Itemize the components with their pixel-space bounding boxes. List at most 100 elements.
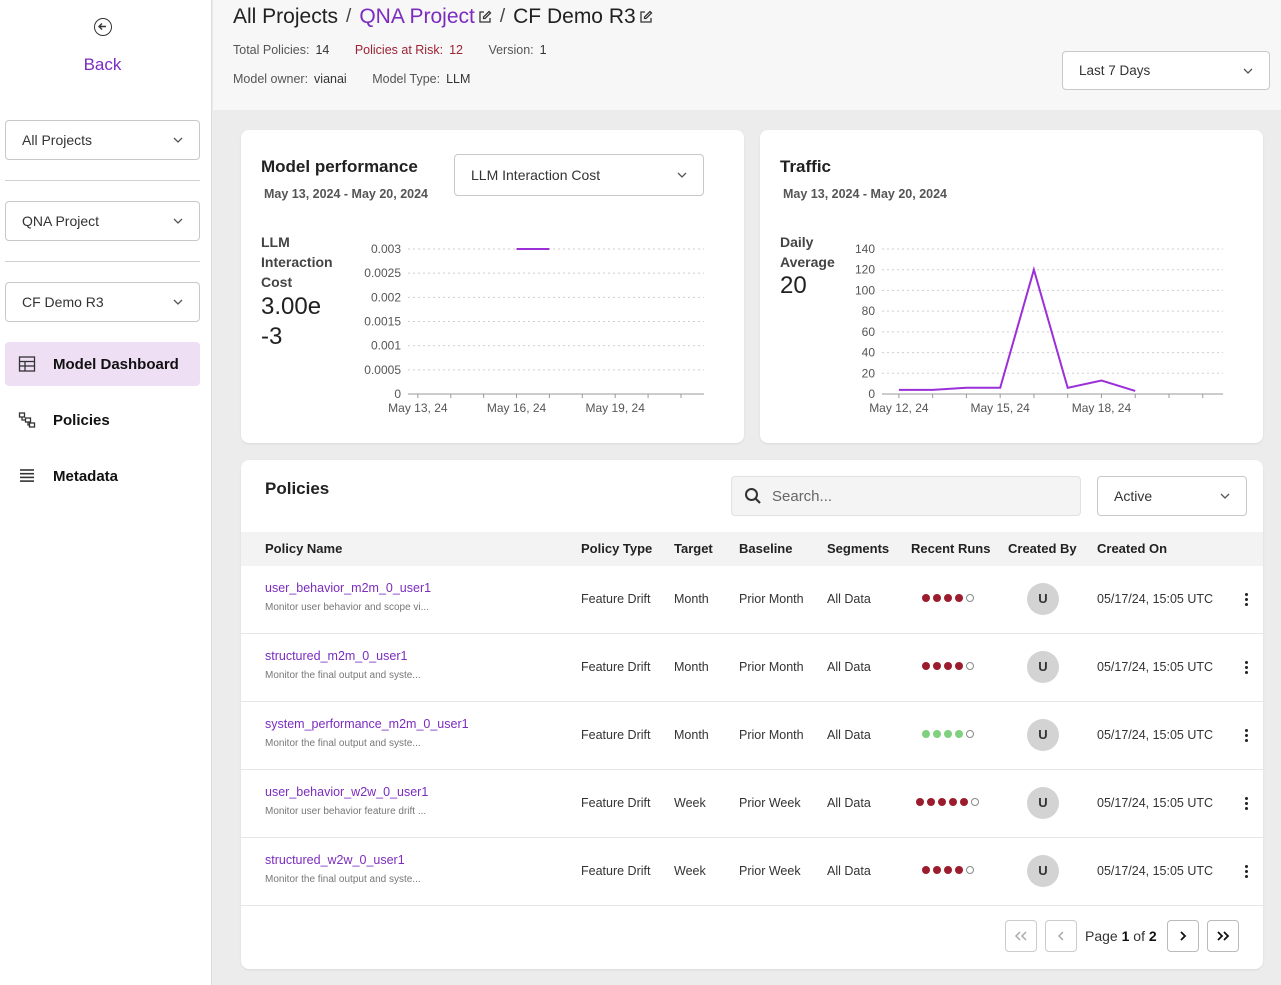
row-menu-icon[interactable] — [1239, 727, 1253, 745]
edit-icon[interactable] — [478, 10, 492, 24]
avatar[interactable]: U — [1027, 719, 1059, 751]
row-menu-icon[interactable] — [1239, 659, 1253, 677]
nav-policies[interactable]: Policies — [5, 398, 200, 442]
run-status-fail[interactable] — [921, 594, 930, 602]
policy-baseline: Prior Month — [739, 592, 804, 606]
run-status-fail[interactable] — [938, 798, 946, 806]
run-status-fail[interactable] — [954, 866, 963, 874]
run-status-fail[interactable] — [932, 866, 941, 874]
column-header[interactable]: Baseline — [739, 541, 793, 556]
crumb-all-projects[interactable]: All Projects — [233, 5, 339, 28]
edit-icon[interactable] — [639, 10, 653, 24]
back-arrow-icon — [93, 18, 112, 36]
run-status-fail[interactable] — [943, 594, 952, 602]
run-status-pass[interactable] — [932, 730, 941, 738]
run-status-pass[interactable] — [921, 730, 930, 738]
column-header[interactable]: Policy Type — [581, 541, 653, 556]
first-page-button[interactable] — [1005, 920, 1037, 952]
model-type-value: LLM — [446, 72, 471, 86]
row-menu-icon[interactable] — [1239, 795, 1253, 813]
nav-label: Policies — [53, 411, 110, 429]
run-status-empty[interactable] — [965, 730, 974, 738]
table-row[interactable]: system_performance_m2m_0_user1 Monitor th… — [241, 702, 1263, 770]
sidebar: Back All Projects QNA Project CF Demo R3… — [0, 0, 212, 985]
next-page-button[interactable] — [1167, 920, 1199, 952]
policy-name-link[interactable]: system_performance_m2m_0_user1 — [265, 717, 469, 731]
avatar[interactable]: U — [1027, 787, 1059, 819]
avatar[interactable]: U — [1027, 855, 1059, 887]
row-menu-icon[interactable] — [1239, 863, 1253, 881]
search-input[interactable] — [772, 487, 1062, 505]
row-menu-icon[interactable] — [1239, 591, 1253, 609]
column-header[interactable]: Created By — [1008, 541, 1077, 556]
kpi-value: 3.00e -3 — [261, 292, 321, 352]
metric-select[interactable]: LLM Interaction Cost — [454, 154, 704, 196]
policy-type: Feature Drift — [581, 592, 651, 606]
run-status-empty[interactable] — [965, 662, 974, 670]
model-info: Model owner: vianai Model Type: LLM — [233, 72, 492, 86]
table-row[interactable]: user_behavior_w2w_0_user1 Monitor user be… — [241, 770, 1263, 838]
policies-icon — [18, 412, 36, 428]
policy-segments: All Data — [827, 796, 871, 810]
run-status-empty[interactable] — [965, 594, 974, 602]
prev-page-button[interactable] — [1045, 920, 1077, 952]
column-header[interactable]: Created On — [1097, 541, 1168, 556]
policy-baseline: Prior Month — [739, 660, 804, 674]
total-policies-label: Total Policies: — [233, 43, 310, 57]
model-select[interactable]: CF Demo R3 — [5, 282, 200, 322]
policy-segments: All Data — [827, 864, 871, 878]
policy-name-link[interactable]: structured_m2m_0_user1 — [265, 649, 408, 663]
run-status-pass[interactable] — [943, 730, 952, 738]
run-status-fail[interactable] — [921, 662, 930, 670]
run-status-fail[interactable] — [943, 866, 952, 874]
run-status-fail[interactable] — [932, 662, 941, 670]
table-row[interactable]: structured_m2m_0_user1 Monitor the final … — [241, 634, 1263, 702]
run-status-fail[interactable] — [954, 662, 963, 670]
run-status-pass[interactable] — [954, 730, 963, 738]
crumb-separator: / — [499, 6, 506, 27]
nav-metadata[interactable]: Metadata — [5, 454, 200, 498]
avatar[interactable]: U — [1027, 651, 1059, 683]
avatar[interactable]: U — [1027, 583, 1059, 615]
y-tick-label: 60 — [862, 325, 876, 339]
page-word: Page — [1085, 928, 1118, 944]
crumb-project[interactable]: QNA Project — [359, 5, 475, 28]
run-status-empty[interactable] — [965, 866, 974, 874]
nav-model-dashboard[interactable]: Model Dashboard — [5, 342, 200, 386]
table-row[interactable]: structured_w2w_0_user1 Monitor the final … — [241, 838, 1263, 906]
y-tick-label: 0.0015 — [364, 315, 401, 329]
policy-name-link[interactable]: user_behavior_m2m_0_user1 — [265, 581, 432, 595]
column-header[interactable]: Policy Name — [265, 541, 343, 556]
x-tick-label: May 15, 24 — [970, 401, 1030, 415]
created-on: 05/17/24, 15:05 UTC — [1097, 864, 1214, 878]
policy-type: Feature Drift — [581, 796, 651, 810]
policy-name-link[interactable]: user_behavior_w2w_0_user1 — [265, 785, 429, 799]
run-status-fail[interactable] — [943, 662, 952, 670]
column-header[interactable]: Recent Runs — [911, 541, 991, 556]
run-status-fail[interactable] — [927, 798, 935, 806]
table-row[interactable]: user_behavior_m2m_0_user1 Monitor user be… — [241, 566, 1263, 634]
run-status-fail[interactable] — [949, 798, 957, 806]
current-page: 1 — [1121, 928, 1130, 944]
run-status-fail[interactable] — [932, 594, 941, 602]
date-range-select[interactable]: Last 7 Days — [1062, 51, 1270, 90]
kpi-label-line: Cost — [261, 274, 293, 290]
policy-name-link[interactable]: structured_w2w_0_user1 — [265, 853, 405, 867]
run-status-fail[interactable] — [960, 798, 968, 806]
run-status-fail[interactable] — [954, 594, 963, 602]
column-header[interactable]: Target — [674, 541, 713, 556]
run-status-fail[interactable] — [916, 798, 924, 806]
status-filter-select[interactable]: Active — [1097, 476, 1247, 516]
project-select[interactable]: QNA Project — [5, 201, 200, 241]
run-status-empty[interactable] — [971, 798, 979, 806]
run-status-fail[interactable] — [921, 866, 930, 874]
project-filter-select[interactable]: All Projects — [5, 120, 200, 160]
page-indicator: Page 1 of 2 — [1085, 920, 1157, 952]
back-button[interactable]: Back — [0, 18, 205, 75]
policy-search[interactable] — [731, 476, 1081, 516]
column-header[interactable]: Segments — [827, 541, 890, 556]
double-chevron-right-icon — [1217, 931, 1230, 941]
last-page-button[interactable] — [1207, 920, 1239, 952]
